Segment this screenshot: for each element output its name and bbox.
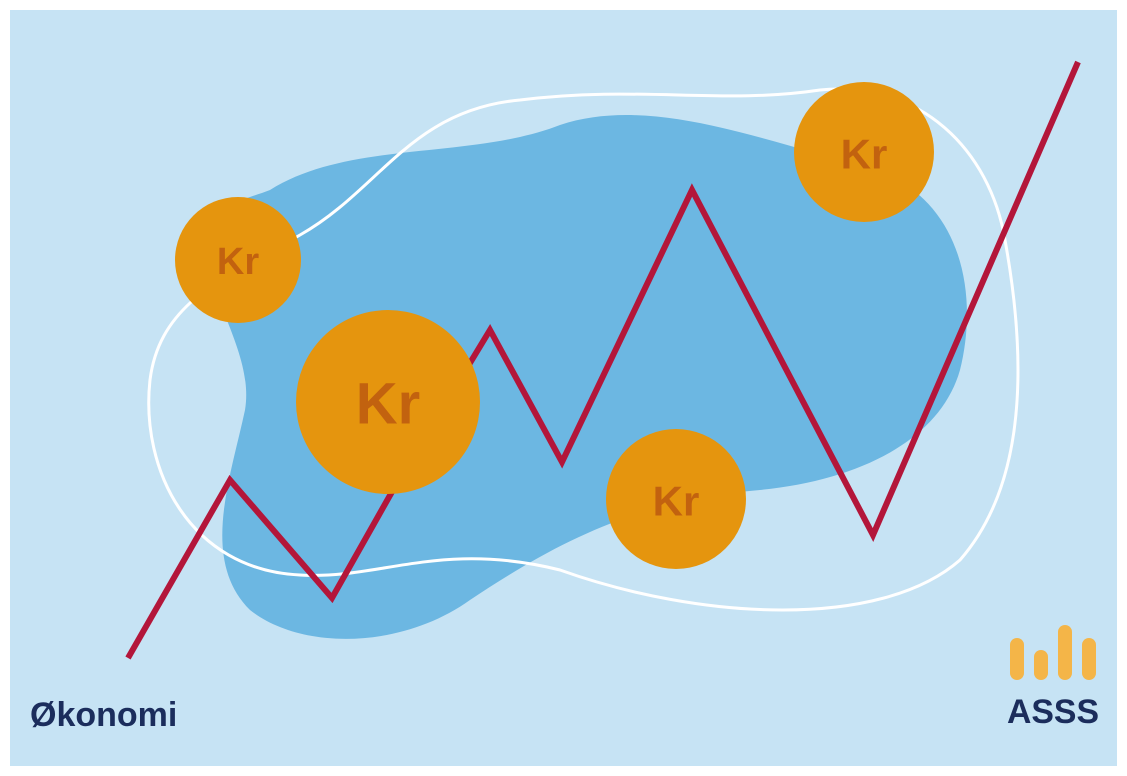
blob — [208, 115, 967, 639]
logo-bar — [1034, 650, 1048, 680]
coin-label: Kr — [653, 478, 700, 525]
logo-bar — [1082, 638, 1096, 680]
logo: ASSS — [1007, 625, 1099, 731]
coin-label: Kr — [841, 131, 888, 178]
coin-label: Kr — [217, 241, 259, 283]
caption: Økonomi — [30, 696, 177, 734]
coin — [606, 429, 746, 569]
coin-label: Kr — [356, 372, 420, 437]
zigzag-line — [125, 60, 1081, 660]
coin — [175, 197, 301, 323]
logo-bar — [1010, 638, 1024, 680]
logo-text: ASSS — [1007, 693, 1099, 731]
coin — [794, 82, 934, 222]
outline — [147, 87, 1020, 612]
coin — [296, 310, 480, 494]
logo-bar — [1058, 625, 1072, 680]
coins: Kr Kr Kr Kr Kr — [175, 82, 934, 569]
